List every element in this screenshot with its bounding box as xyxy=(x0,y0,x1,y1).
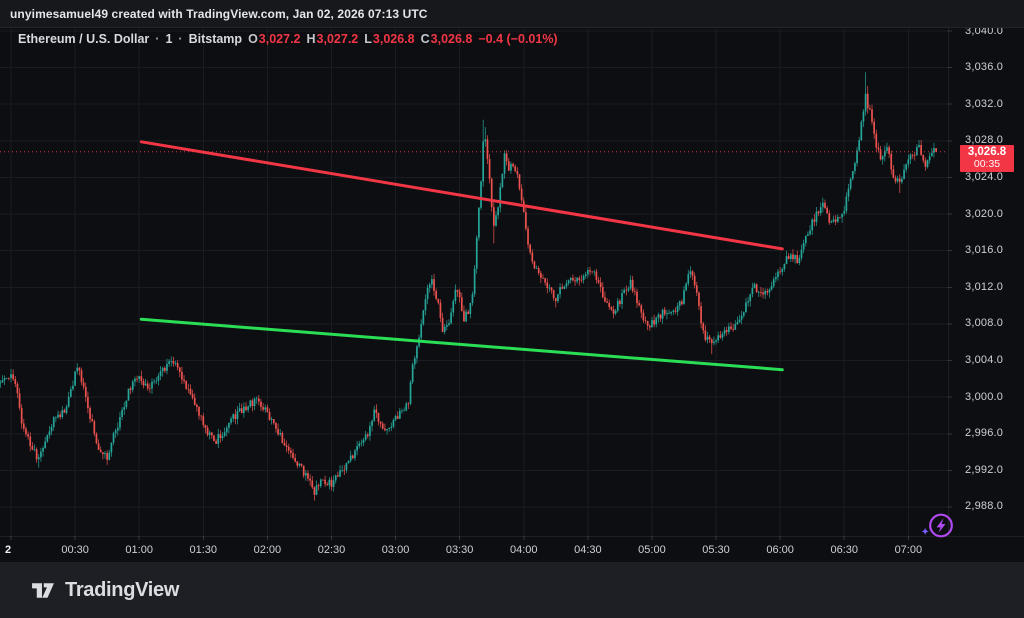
tradingview-logomark[interactable] xyxy=(30,578,55,603)
time-axis-tick: 03:00 xyxy=(381,544,410,556)
trendline-lower-support[interactable] xyxy=(139,317,784,372)
axis-tick-marks xyxy=(10,30,952,540)
ohlc-close-value: 3,026.8 xyxy=(430,32,473,46)
price-axis-tick: 3,000.0 xyxy=(965,390,1004,403)
ohlc-high-label: H xyxy=(306,32,316,46)
time-axis-tick: 00:30 xyxy=(61,544,89,556)
flash-action-button[interactable] xyxy=(916,505,958,547)
bar-countdown: 00:35 xyxy=(973,157,1001,170)
time-axis-tick: 01:30 xyxy=(189,544,218,556)
time-axis-tick: 06:00 xyxy=(766,544,794,556)
ohlc-close-label: C xyxy=(420,32,430,46)
time-axis-tick: 03:30 xyxy=(445,544,474,556)
time-axis-tick: 02:30 xyxy=(317,544,346,556)
attribution-text: unyimesamuel49 created with TradingView.… xyxy=(10,6,428,21)
ohlc-low-label: L xyxy=(364,32,372,46)
interval-label[interactable]: 1 xyxy=(165,32,173,46)
symbol-legend[interactable]: Ethereum / U.S. Dollar · 1 · Bitstamp O … xyxy=(18,32,558,46)
time-axis-tick: 07:00 xyxy=(894,544,923,556)
lightning-bolt-icon xyxy=(936,518,946,533)
price-axis-tick: 2,996.0 xyxy=(965,427,1004,440)
time-axis-day-marker: 2 xyxy=(4,544,12,556)
time-axis-tick: 01:00 xyxy=(125,544,153,556)
ohlc-high-value: 3,027.2 xyxy=(316,32,359,46)
ohlc-low-value: 3,026.8 xyxy=(372,32,415,46)
ohlc-close: C 3,026.8 xyxy=(421,32,473,46)
price-axis-tick: 3,016.0 xyxy=(965,244,1004,257)
time-axis-tick: 04:00 xyxy=(509,544,538,556)
grid-lines xyxy=(0,28,948,536)
last-price-value: 3,026.8 xyxy=(967,145,1007,158)
price-axis-tick: 3,020.0 xyxy=(965,207,1004,220)
price-axis-tick: 3,028.0 xyxy=(965,134,1004,147)
sparkle-icon xyxy=(921,527,929,536)
price-axis[interactable]: 3,026.8 00:35 3,040.0 3,036.0 3,032.0 3,028… xyxy=(948,25,1024,536)
ohlc-open: O 3,027.2 xyxy=(248,32,300,46)
last-price-label: 3,026.8 00:35 xyxy=(960,144,1014,172)
attribution-bar: unyimesamuel49 created with TradingView.… xyxy=(0,0,1024,28)
up-candle-bodies xyxy=(0,93,935,495)
time-axis-tick: 05:00 xyxy=(638,544,666,556)
time-axis-tick: 05:30 xyxy=(702,544,730,556)
exchange-label: Bitstamp xyxy=(188,32,243,46)
price-axis-tick: 3,024.0 xyxy=(965,170,1004,183)
separator-dot: · xyxy=(155,32,160,46)
tradingview-logo-text[interactable]: TradingView xyxy=(65,578,180,601)
flash-circle-icon xyxy=(929,513,953,538)
time-axis-tick: 04:30 xyxy=(574,544,602,556)
ohlc-open-value: 3,027.2 xyxy=(258,32,301,46)
price-axis-tick: 2,988.0 xyxy=(965,500,1004,513)
trendline-upper-resistance[interactable] xyxy=(139,140,784,251)
ohlc-high: H 3,027.2 xyxy=(307,32,359,46)
time-axis-tick: 06:30 xyxy=(830,544,858,556)
time-axis-tick: 02:00 xyxy=(253,544,282,556)
symbol-title[interactable]: Ethereum / U.S. Dollar xyxy=(18,32,150,46)
price-axis-tick: 3,012.0 xyxy=(965,280,1004,293)
price-axis-tick: 2,992.0 xyxy=(965,463,1004,476)
separator-dot: · xyxy=(178,32,183,46)
change-value: −0.4 (−0.01%) xyxy=(478,32,558,46)
ohlc-low: L 3,026.8 xyxy=(364,32,414,46)
ohlc-open-label: O xyxy=(248,32,258,46)
time-axis[interactable]: 2 00:30 01:00 01:30 02:00 02:30 03:00 03:30 04:0… xyxy=(0,536,1024,562)
price-axis-tick: 3,004.0 xyxy=(965,354,1004,367)
price-axis-tick: 3,036.0 xyxy=(965,61,1004,74)
branding-bar: TradingView xyxy=(0,562,1024,618)
up-candle-wicks xyxy=(0,72,935,496)
price-axis-tick: 3,008.0 xyxy=(965,317,1004,330)
price-axis-tick: 3,032.0 xyxy=(965,97,1004,110)
